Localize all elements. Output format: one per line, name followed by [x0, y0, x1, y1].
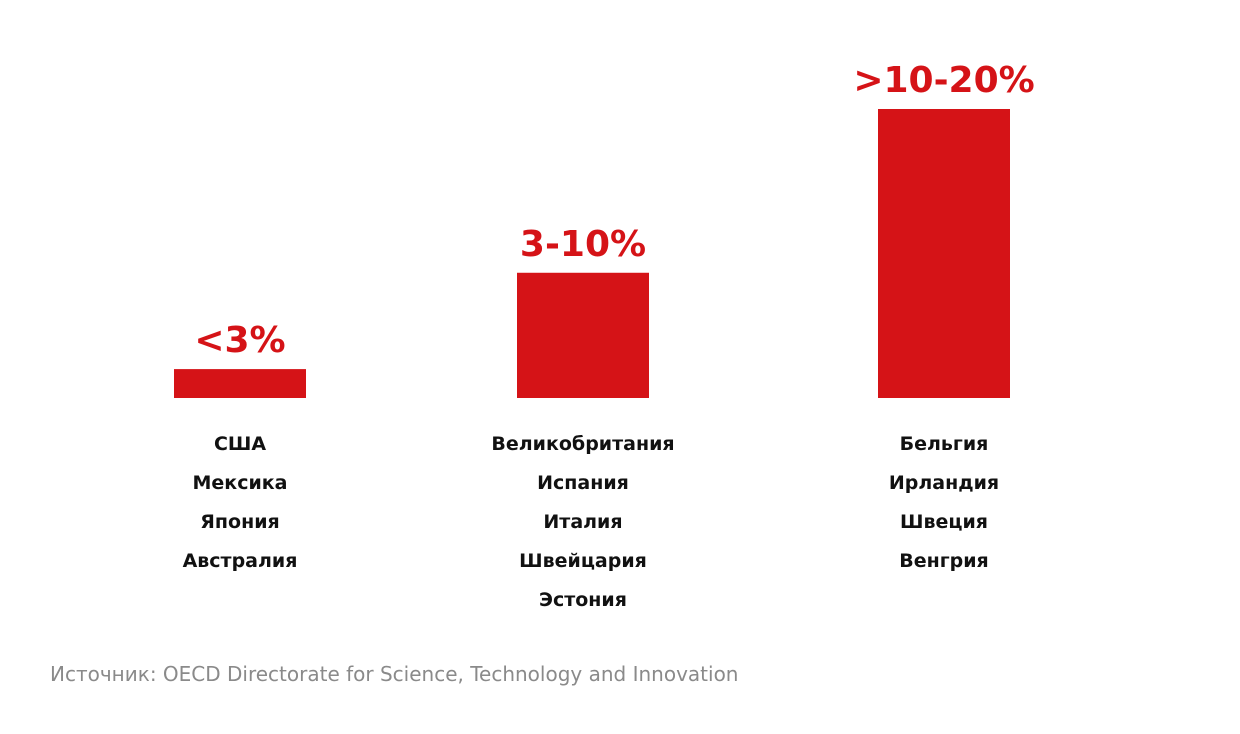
bar-3 — [878, 109, 1010, 398]
country-label: Великобритания — [491, 433, 674, 455]
country-label: Ирландия — [889, 472, 999, 494]
country-label: Венгрия — [899, 550, 989, 572]
bar-value-label-3: >10-20% — [853, 60, 1034, 101]
country-label: Эстония — [539, 589, 627, 611]
country-label: Швейцария — [519, 550, 647, 572]
country-label: Италия — [543, 511, 622, 533]
country-label: Испания — [537, 472, 629, 494]
country-label: Мексика — [193, 472, 288, 494]
country-label: США — [214, 433, 266, 455]
source-note: Источник: OECD Directorate for Science, … — [50, 662, 739, 686]
bar-value-label-1: <3% — [194, 320, 285, 361]
country-label: Япония — [200, 511, 279, 533]
country-label: Швеция — [900, 511, 988, 533]
bar-1 — [174, 369, 306, 398]
bar-2 — [517, 272, 649, 398]
country-label: Бельгия — [900, 433, 989, 455]
bar-value-label-2: 3-10% — [520, 224, 646, 265]
country-label: Австралия — [183, 550, 298, 572]
